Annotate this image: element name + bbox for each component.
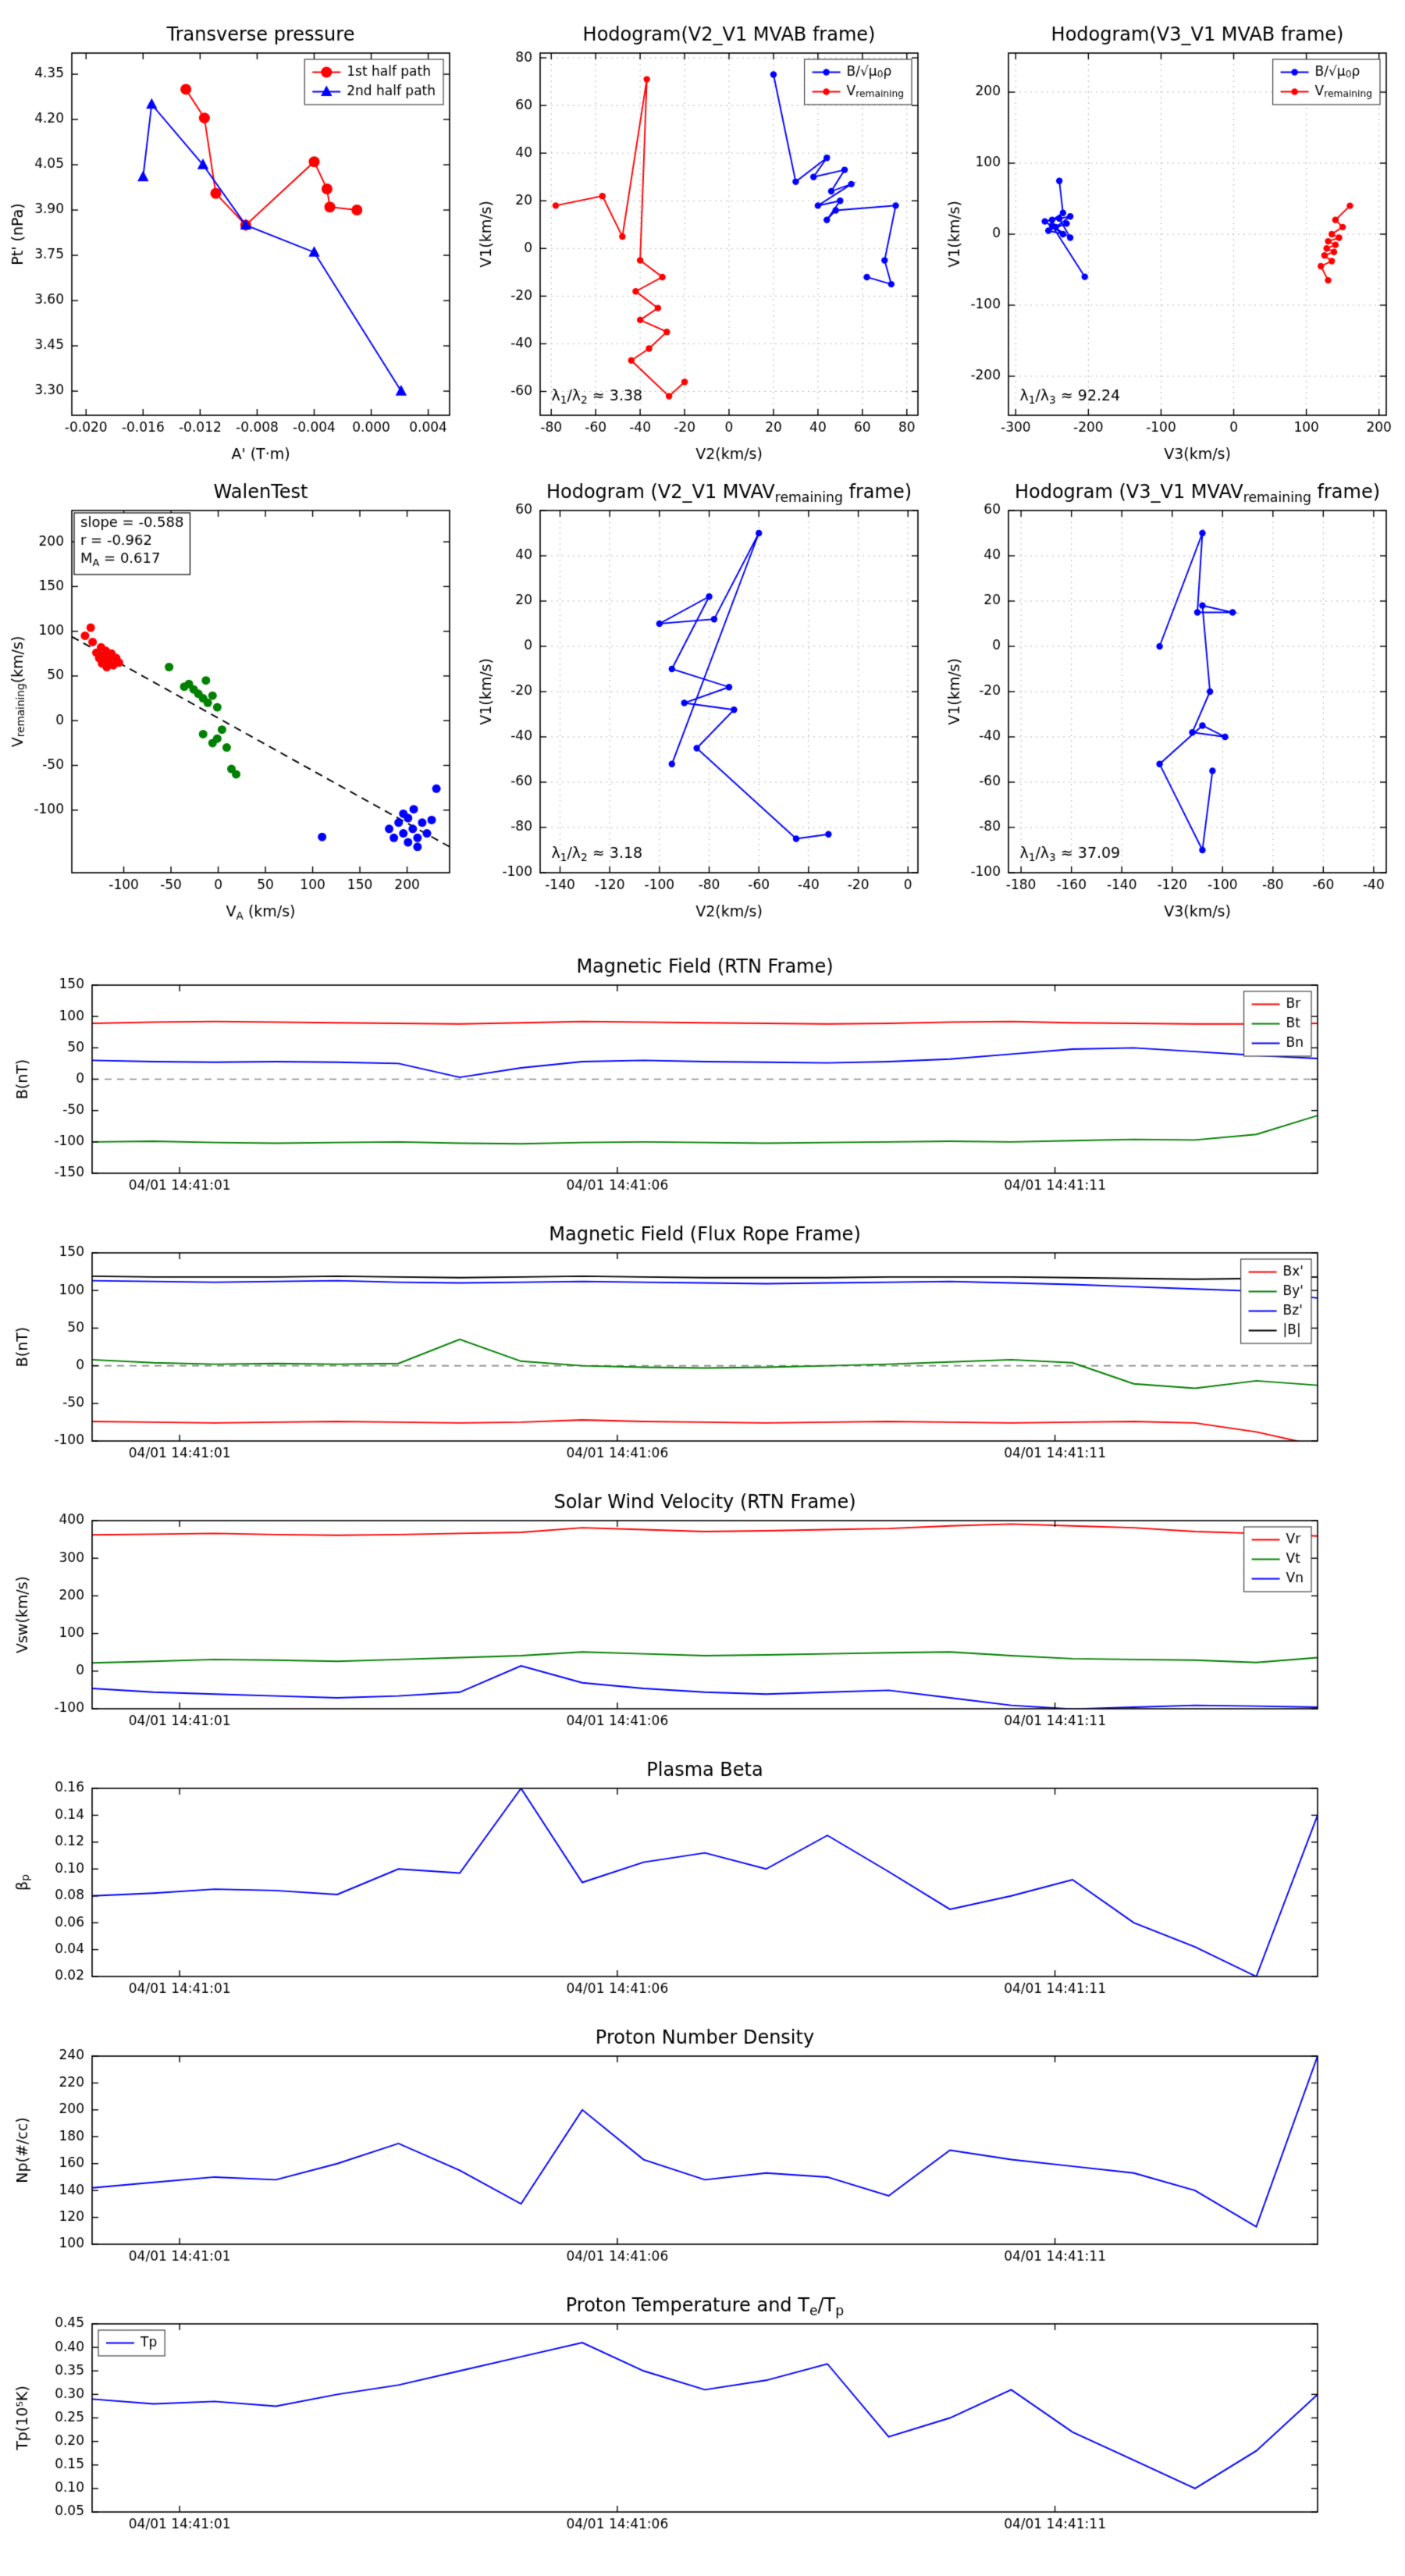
chart-magnetic-field-flux-rope: [0, 1220, 1405, 1482]
hodogram-row-2: [0, 471, 1405, 924]
chart-plasma-beta: [0, 1756, 1405, 2017]
chart-hodogram-v2-v1-mvav: [468, 471, 937, 924]
chart-hodogram-v2-v1-mvab: [468, 14, 937, 467]
chart-hodogram-v3-v1-mvav: [937, 471, 1405, 924]
chart-walen-test: [0, 471, 468, 924]
chart-proton-temperature: [0, 2291, 1405, 2553]
chart-transverse-pressure: [0, 14, 468, 467]
chart-proton-number-density: [0, 2023, 1405, 2285]
time-series-panels: [0, 952, 1405, 2553]
chart-solar-wind-velocity: [0, 1488, 1405, 1749]
chart-magnetic-field-rtn: [0, 952, 1405, 1214]
hodogram-row-1: [0, 14, 1405, 467]
chart-hodogram-v3-v1-mvab: [937, 14, 1405, 467]
